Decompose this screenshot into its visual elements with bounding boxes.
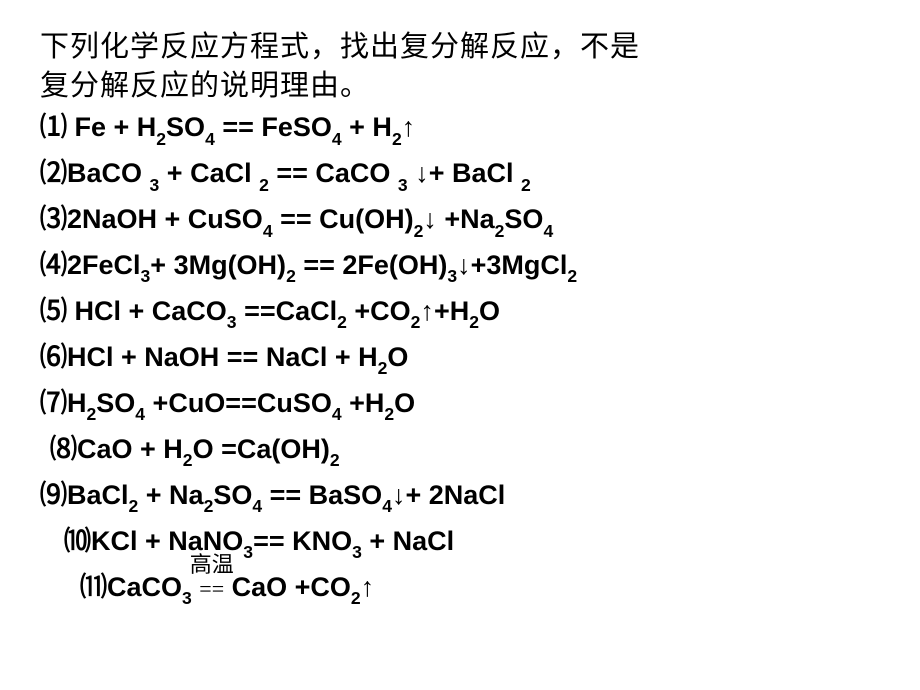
equation-3: ⑶2NaOH + CuSO4 == Cu(OH)2↓ +Na2SO4 <box>40 206 880 238</box>
eq-num: ⑾ <box>80 574 107 601</box>
eq-formula: Fe + H2SO4 == FeSO4 + H2↑ <box>67 112 415 142</box>
eq-num: ⑵ <box>40 160 67 187</box>
equation-11: ⑾CaCO3 高温== CaO +CO2↑ <box>40 574 880 606</box>
question-line-2: 复分解反应的说明理由。 <box>40 70 370 102</box>
eq-formula: BaCO 3 + CaCl 2 == CaCO 3 ↓+ BaCl 2 <box>67 158 531 188</box>
eq-num: ⑴ <box>40 114 67 141</box>
eq-formula: BaCl2 + Na2SO4 == BaSO4↓+ 2NaCl <box>67 480 505 510</box>
eq-num: ⑷ <box>40 252 67 279</box>
eq-formula: HCl + CaCO3 ==CaCl2 +CO2↑+H2O <box>67 296 500 326</box>
eq-formula: HCl + NaOH == NaCl + H2O <box>67 342 408 372</box>
eq-formula: 2NaOH + CuSO4 == Cu(OH)2↓ +Na2SO4 <box>67 204 553 234</box>
equation-6: ⑹HCl + NaOH == NaCl + H2O <box>40 344 880 376</box>
eq-num: ⑻ <box>50 436 77 463</box>
equation-7: ⑺H2SO4 +CuO==CuSO4 +H2O <box>40 390 880 422</box>
equation-9: ⑼BaCl2 + Na2SO4 == BaSO4↓+ 2NaCl <box>40 482 880 514</box>
equation-list: ⑴ Fe + H2SO4 == FeSO4 + H2↑ ⑵BaCO 3 + Ca… <box>40 114 880 619</box>
eq-formula: CaO + H2O =Ca(OH)2 <box>77 434 340 464</box>
question-line-1: 下列化学反应方程式，找出复分解反应，不是 <box>40 31 640 63</box>
eq-num: ⑸ <box>40 298 67 325</box>
question-text: 下列化学反应方程式，找出复分解反应，不是 复分解反应的说明理由。 <box>40 28 880 106</box>
eq-formula: KCl + NaNO3== KNO3 + NaCl <box>91 526 454 556</box>
eq-num: ⑼ <box>40 482 67 509</box>
equation-1: ⑴ Fe + H2SO4 == FeSO4 + H2↑ <box>40 114 880 146</box>
eq-formula: H2SO4 +CuO==CuSO4 +H2O <box>67 388 415 418</box>
eq-num: ⑹ <box>40 344 67 371</box>
eq-formula: CaCO3 高温== CaO +CO2↑ <box>107 572 374 602</box>
equation-10: ⑽KCl + NaNO3== KNO3 + NaCl <box>40 528 880 560</box>
eq-num: ⑶ <box>40 206 67 233</box>
equation-8: ⑻CaO + H2O =Ca(OH)2 <box>40 436 880 468</box>
eq-formula: 2FeCl3+ 3Mg(OH)2 == 2Fe(OH)3↓+3MgCl2 <box>67 250 577 280</box>
eq-num: ⑺ <box>40 390 67 417</box>
equation-4: ⑷2FeCl3+ 3Mg(OH)2 == 2Fe(OH)3↓+3MgCl2 <box>40 252 880 284</box>
equation-2: ⑵BaCO 3 + CaCl 2 == CaCO 3 ↓+ BaCl 2 <box>40 160 880 192</box>
eq-num: ⑽ <box>64 528 91 555</box>
equation-5: ⑸ HCl + CaCO3 ==CaCl2 +CO2↑+H2O <box>40 298 880 330</box>
